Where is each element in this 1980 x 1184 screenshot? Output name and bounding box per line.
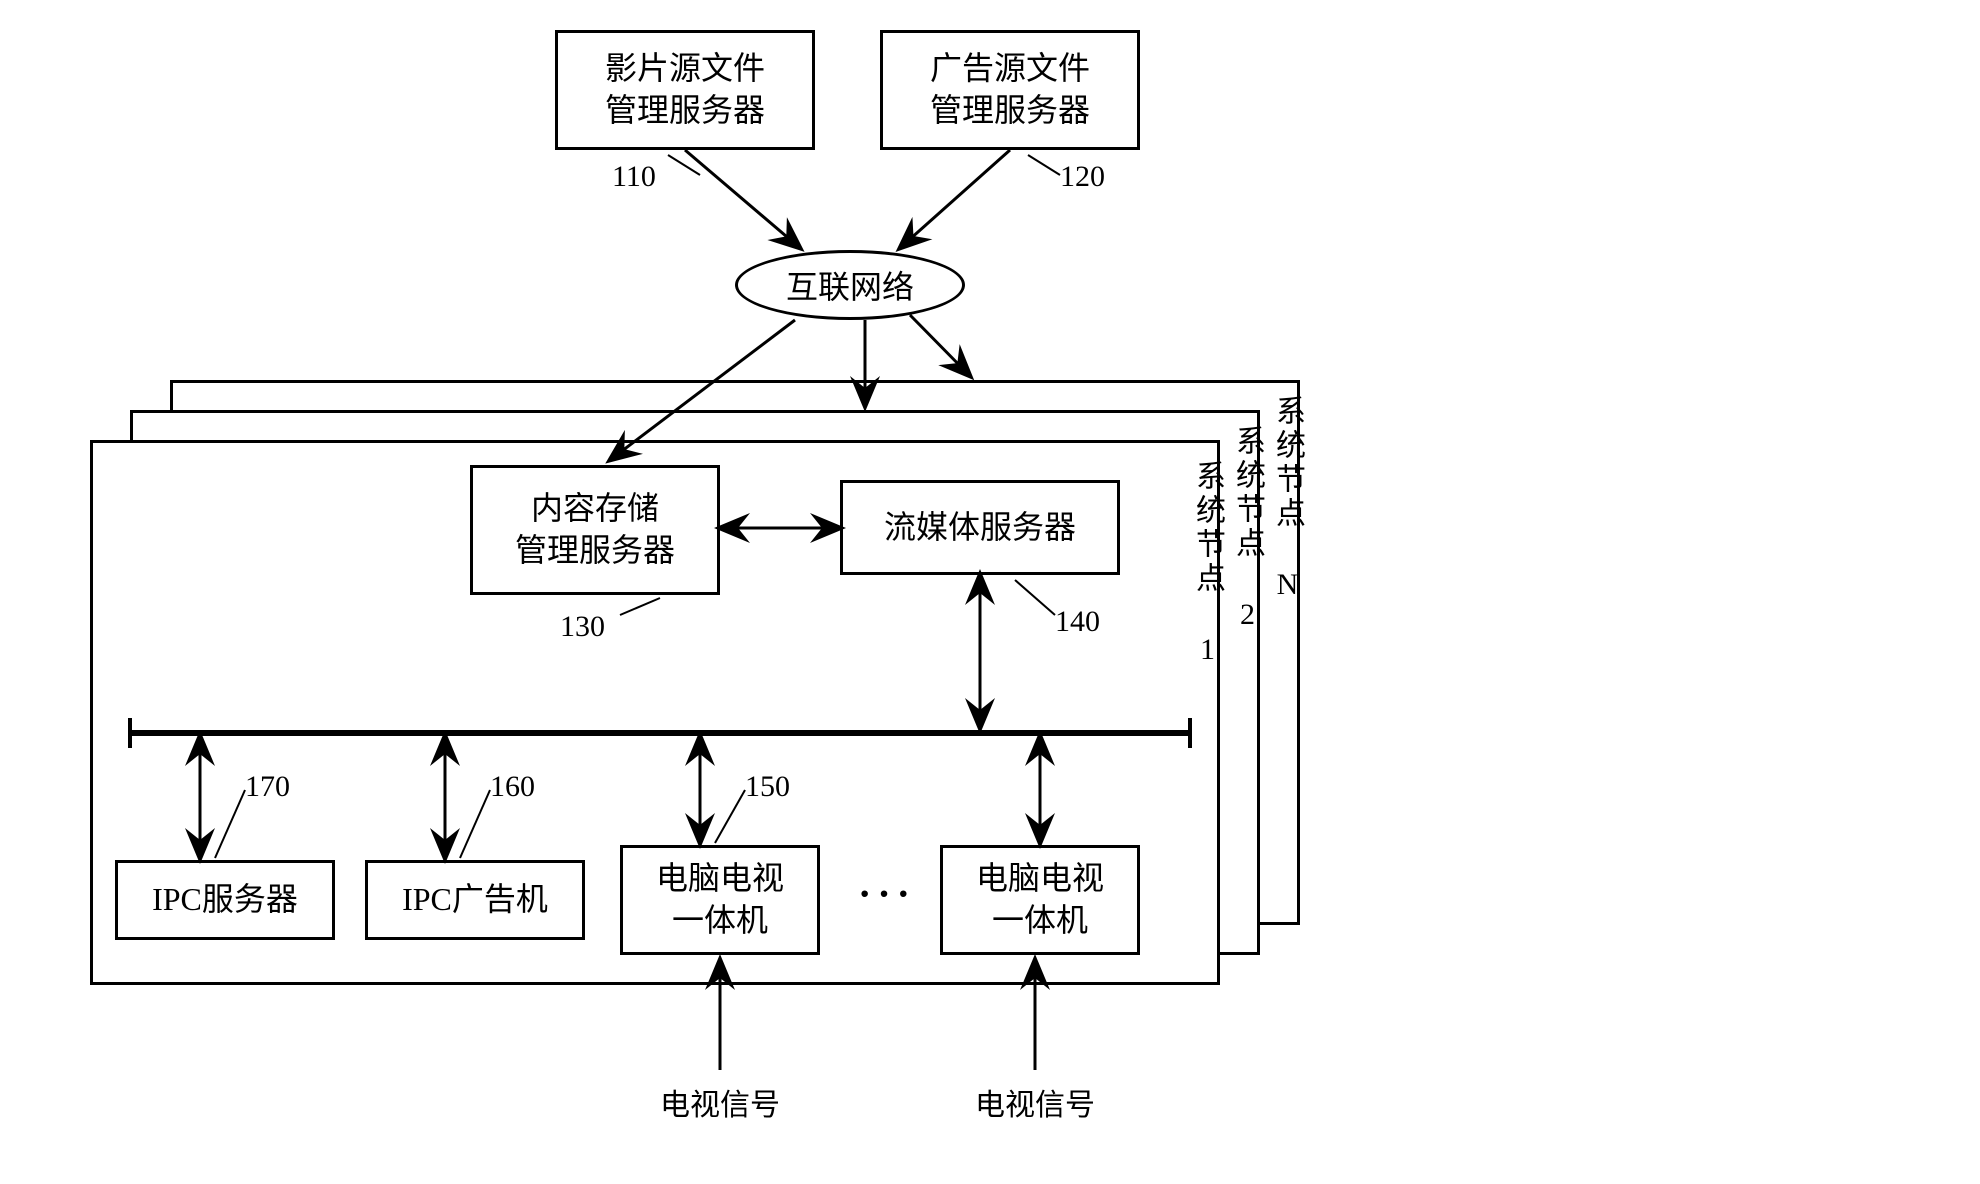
- ref-170: 170: [245, 770, 290, 804]
- bus-tick-right: [1188, 718, 1192, 748]
- node-ipc-ad: IPC广告机: [365, 860, 585, 940]
- ref-140: 140: [1055, 605, 1100, 639]
- bus-line: [130, 730, 1190, 736]
- ref-110: 110: [612, 160, 656, 194]
- node-movie-server: 影片源文件管理服务器: [555, 30, 815, 150]
- node-ipc-server: IPC服务器: [115, 860, 335, 940]
- node-stream-server: 流媒体服务器: [840, 480, 1120, 575]
- ellipsis: ···: [858, 870, 916, 917]
- node-label: 电脑电视一体机: [656, 858, 784, 941]
- tv-signal-1: 电视信号: [660, 1080, 780, 1124]
- panel-label-2: 系统节点 2: [1225, 425, 1269, 635]
- ref-150: 150: [745, 770, 790, 804]
- node-label: IPC广告机: [402, 879, 548, 921]
- node-content-server: 内容存储管理服务器: [470, 465, 720, 595]
- node-label: 内容存储管理服务器: [515, 488, 675, 571]
- bus-tick-left: [128, 718, 132, 748]
- node-label: 广告源文件管理服务器: [930, 48, 1090, 131]
- node-pc-tv-2: 电脑电视一体机: [940, 845, 1140, 955]
- node-label: 影片源文件管理服务器: [605, 48, 765, 131]
- diagram-canvas: 影片源文件管理服务器 广告源文件管理服务器 互联网络 内容存储管理服务器 流媒体…: [0, 0, 1980, 1184]
- node-ad-server: 广告源文件管理服务器: [880, 30, 1140, 150]
- node-label: 互联网络: [786, 262, 914, 308]
- ref-160: 160: [490, 770, 535, 804]
- node-pc-tv-1: 电脑电视一体机: [620, 845, 820, 955]
- ref-130: 130: [560, 610, 605, 644]
- node-label: IPC服务器: [152, 879, 298, 921]
- panel-label-n: 系统节点 N: [1265, 395, 1309, 605]
- panel-label-1: 系统节点 1: [1185, 460, 1229, 670]
- node-label: 流媒体服务器: [884, 507, 1076, 549]
- node-internet: 互联网络: [735, 250, 965, 320]
- tv-signal-2: 电视信号: [975, 1080, 1095, 1124]
- node-label: 电脑电视一体机: [976, 858, 1104, 941]
- ref-120: 120: [1060, 160, 1105, 194]
